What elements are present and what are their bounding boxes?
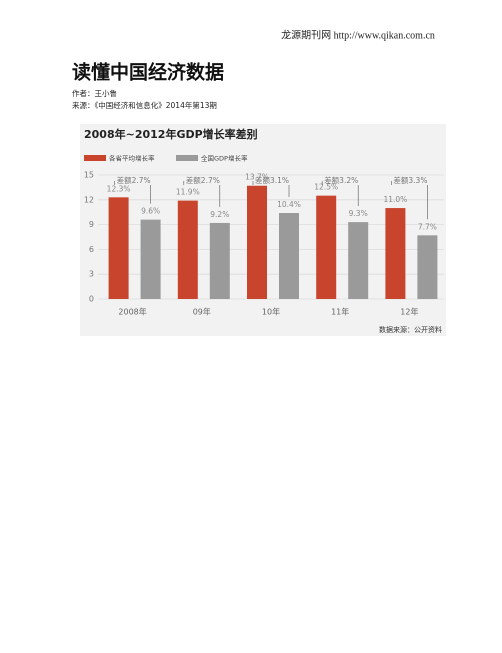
value-label: 10.4% bbox=[277, 200, 301, 209]
site-header: 龙源期刊网 http://www.qikan.com.cn bbox=[281, 28, 435, 41]
legend-swatch bbox=[84, 155, 106, 161]
bar bbox=[247, 185, 267, 299]
y-tick-label: 12 bbox=[84, 195, 94, 204]
y-tick-label: 3 bbox=[89, 270, 94, 279]
y-tick-label: 0 bbox=[89, 295, 94, 304]
bar bbox=[417, 235, 438, 299]
annotation: 差额2.7% bbox=[117, 175, 151, 185]
y-tick-label: 6 bbox=[89, 245, 94, 254]
value-label: 13.7% bbox=[245, 173, 269, 182]
source: 来源：《中国经济和信息化》2014年第13期 bbox=[72, 100, 217, 110]
legend-swatch bbox=[176, 155, 198, 161]
x-tick-label: 11年 bbox=[331, 307, 349, 317]
author: 作者：王小鲁 bbox=[72, 88, 117, 98]
x-tick-label: 10年 bbox=[262, 307, 280, 317]
annotation: 差额3.2% bbox=[324, 175, 358, 185]
annotation: 差额3.3% bbox=[393, 175, 427, 185]
value-label: 9.6% bbox=[141, 207, 160, 216]
bar bbox=[348, 222, 369, 299]
y-tick-label: 9 bbox=[89, 220, 94, 229]
bar bbox=[385, 208, 406, 299]
value-label: 12.5% bbox=[314, 183, 338, 192]
value-label: 9.2% bbox=[210, 210, 229, 219]
y-tick-label: 15 bbox=[84, 171, 94, 180]
legend-label: 各省平均增长率 bbox=[109, 154, 155, 163]
value-label: 7.7% bbox=[418, 222, 437, 231]
x-tick-label: 09年 bbox=[193, 307, 211, 317]
bar bbox=[316, 195, 337, 299]
bar bbox=[209, 222, 230, 299]
value-label: 11.0% bbox=[383, 195, 407, 204]
annotation: 差额3.1% bbox=[255, 175, 289, 185]
bar bbox=[140, 219, 161, 299]
value-label: 9.3% bbox=[349, 209, 368, 218]
value-label: 11.9% bbox=[176, 188, 200, 197]
bar bbox=[108, 197, 129, 299]
bar bbox=[279, 213, 299, 299]
chart-title: 2008年~2012年GDP增长率差别 bbox=[84, 127, 258, 141]
source-note: 数据来源：公开资料 bbox=[379, 325, 442, 334]
article-title: 读懂中国经济数据 bbox=[72, 61, 224, 84]
bar bbox=[177, 200, 198, 299]
annotation: 差额2.7% bbox=[186, 175, 220, 185]
legend-label: 全国GDP增长率 bbox=[201, 154, 248, 163]
value-label: 12.3% bbox=[107, 184, 131, 193]
x-tick-label: 12年 bbox=[400, 307, 418, 317]
x-tick-label: 2008年 bbox=[118, 307, 146, 317]
